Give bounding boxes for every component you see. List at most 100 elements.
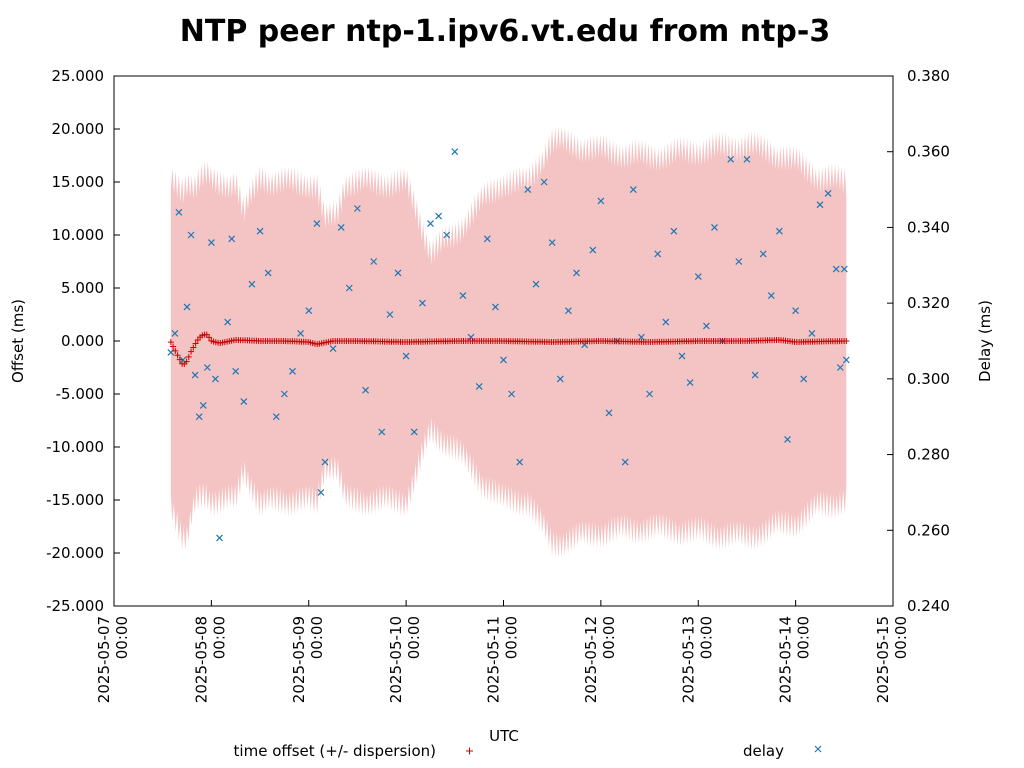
delay-point <box>195 413 203 421</box>
delay-point <box>183 303 191 311</box>
x-tick-date: 2025-05-11 <box>485 616 503 703</box>
delay-point <box>256 227 264 235</box>
delay-point <box>508 390 516 398</box>
x-tick-time: 00:00 <box>795 616 813 659</box>
x-tick-label: 2025-05-14 00:00 <box>777 616 813 703</box>
offset-point <box>174 352 181 359</box>
delay-point <box>248 280 256 288</box>
delay-point <box>500 356 507 364</box>
delay-point <box>621 458 629 466</box>
delay-point <box>317 488 325 496</box>
delay-point <box>280 390 288 398</box>
delay-point <box>370 258 378 265</box>
delay-point <box>751 371 759 379</box>
delay-point <box>475 382 483 390</box>
x-tick-label: 2025-05-11 00:00 <box>485 616 521 703</box>
delay-point <box>646 390 654 398</box>
delay-point <box>191 371 199 379</box>
legend-marker-delay <box>814 745 822 753</box>
legend-label-delay: delay <box>743 742 784 760</box>
delay-point <box>800 375 808 383</box>
delay-point <box>362 386 370 394</box>
delay-point <box>532 280 540 288</box>
offset-point <box>170 343 177 350</box>
offset-point <box>190 344 197 351</box>
x-tick-time: 00:00 <box>113 616 131 659</box>
x-tick-date: 2025-05-09 <box>290 616 308 703</box>
x-tick-time: 00:00 <box>210 616 228 659</box>
delay-point <box>410 428 418 436</box>
offset-point <box>192 340 199 347</box>
legend-offset-symbol <box>466 747 473 755</box>
x-tick-date: 2025-05-12 <box>582 616 600 703</box>
y-right-tick-label: 0.360 <box>907 143 950 161</box>
delay-point <box>516 458 524 466</box>
offset-point <box>185 353 192 360</box>
x-axis-label: UTC <box>489 727 519 745</box>
delay-point <box>272 413 280 421</box>
delay-point <box>337 223 345 231</box>
delay-point <box>556 375 564 383</box>
y-right-tick-label: 0.340 <box>907 218 950 236</box>
delay-point <box>784 435 791 443</box>
y-right-tick-label: 0.240 <box>907 597 950 615</box>
x-tick-label: 2025-05-12 00:00 <box>582 616 618 703</box>
offset-point <box>172 347 179 354</box>
delay-point <box>427 220 434 228</box>
x-tick-time: 00:00 <box>892 616 910 659</box>
delay-point <box>305 307 313 315</box>
delay-point <box>743 155 751 163</box>
legend-delay-symbol <box>814 745 822 753</box>
delay-point <box>199 401 207 409</box>
delay-point <box>629 186 637 194</box>
y-right-tick-label: 0.280 <box>907 446 950 464</box>
offset-point <box>176 356 183 363</box>
x-tick-label: 2025-05-15 00:00 <box>874 616 910 703</box>
delay-point <box>824 189 832 197</box>
delay-point <box>524 186 532 194</box>
delay-point <box>483 235 491 243</box>
y-left-tick-label: 0.000 <box>61 332 104 350</box>
delay-point <box>216 534 223 542</box>
y-left-tick-label: 15.000 <box>52 173 105 191</box>
delay-point <box>654 250 662 258</box>
y-left-axis: 25.000 20.000 15.000 10.000 5.000 0.000 -5.000… <box>46 67 120 615</box>
delay-point <box>735 258 743 265</box>
offset-series <box>167 331 850 367</box>
delay-point <box>435 212 443 220</box>
delay-point <box>816 201 824 209</box>
y-left-axis-label: Offset (ms) <box>9 299 27 383</box>
y-right-axis-label: Delay (ms) <box>976 300 994 382</box>
delay-point <box>187 231 195 239</box>
legend: time offset (+/- dispersion) delay <box>234 742 822 760</box>
y-right-axis: 0.380 0.360 0.340 0.320 0.300 0.280 0.260 0.240 <box>887 67 950 615</box>
offset-point <box>843 338 850 344</box>
x-tick-time: 00:00 <box>308 616 326 659</box>
y-left-tick-label: -20.000 <box>46 544 104 562</box>
delay-point <box>378 428 386 436</box>
delay-point <box>702 322 710 330</box>
delay-point <box>418 299 426 307</box>
delay-point <box>548 239 556 247</box>
x-tick-label: 2025-05-09 00:00 <box>290 616 326 703</box>
delay-point <box>402 352 410 360</box>
delay-point <box>224 318 232 326</box>
delay-point <box>678 352 686 360</box>
delay-point <box>175 208 183 216</box>
delay-point <box>345 284 353 292</box>
offset-point <box>167 339 174 346</box>
delay-point <box>540 178 548 186</box>
x-tick-date: 2025-05-14 <box>777 616 795 703</box>
delay-point <box>589 246 597 254</box>
delay-point <box>694 273 702 281</box>
delay-point <box>289 367 296 375</box>
delay-point <box>232 367 240 375</box>
x-tick-label: 2025-05-08 00:00 <box>192 616 228 703</box>
delay-point <box>394 269 402 277</box>
delay-point <box>297 329 305 337</box>
y-left-tick-label: -25.000 <box>46 597 104 615</box>
delay-point <box>228 235 236 243</box>
y-right-tick-label: 0.260 <box>907 521 950 539</box>
delay-point <box>808 329 816 337</box>
